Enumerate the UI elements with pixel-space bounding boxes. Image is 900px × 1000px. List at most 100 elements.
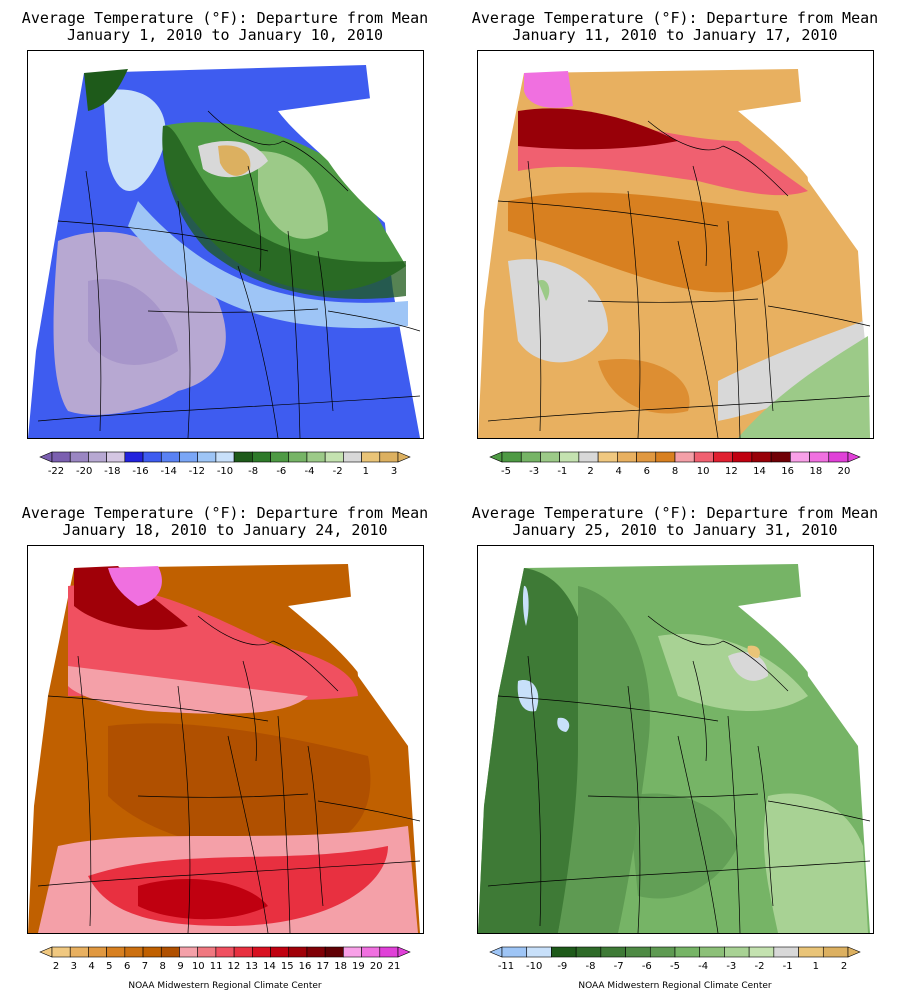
legend-swatch	[69, 946, 89, 958]
shade-orange	[218, 145, 251, 176]
legend-swatch	[88, 451, 107, 463]
shade-purple-dark	[88, 279, 178, 365]
legend-swatch	[649, 946, 676, 958]
legend-tick-label: -18	[104, 466, 120, 477]
legend-tick-label: 20	[838, 466, 851, 477]
legend-arrow-left	[489, 946, 503, 958]
shade-lightblue-3	[522, 585, 529, 626]
shade-mid	[558, 586, 650, 933]
panel-title: Average Temperature (°F): Departure from…	[21, 504, 429, 522]
legend-tick-label: 21	[388, 961, 401, 972]
legend-tick-label: 8	[160, 961, 166, 972]
lake-region	[738, 586, 873, 726]
legend-swatch	[51, 451, 71, 463]
legend-swatch	[179, 946, 198, 958]
legend-tick-label: -9	[557, 961, 567, 972]
legend-swatch	[252, 451, 271, 463]
panel-date-range: January 11, 2010 to January 17, 2010	[512, 26, 838, 44]
legend-svg: -5 -3 -1 2 4 6 8 10 12 14 16 18 20	[489, 451, 861, 477]
legend-tick-label: -4	[698, 961, 708, 972]
legend-swatch	[655, 451, 676, 463]
legend-tick-label: 16	[299, 961, 312, 972]
legend-tick-label: -1	[557, 466, 567, 477]
shade-red-core	[138, 878, 268, 920]
legend-arrow-right	[847, 946, 861, 958]
legend-tick-label: 12	[725, 466, 738, 477]
legend-tick-label: -14	[160, 466, 176, 477]
legend-swatch	[361, 946, 381, 958]
legend-swatch	[160, 451, 180, 463]
shade-orange-dark2	[598, 359, 690, 414]
shade-lightblue	[103, 89, 166, 191]
legend-swatch	[288, 451, 308, 463]
legend-swatch	[713, 451, 733, 463]
color-scale-legend: -11 -10 -9 -8 -7 -6 -5 -4 -3 -2 -1 1 2	[450, 943, 900, 983]
legend-tick-label: 10	[697, 466, 710, 477]
shade-green-dark-edge	[162, 125, 406, 299]
legend-swatch	[770, 451, 791, 463]
legend-swatch	[270, 451, 290, 463]
legend-svg: -22 -20 -18 -16 -14 -12 -10 -8 -6 -4 -2 1 3	[39, 451, 411, 477]
legend-swatch	[828, 451, 849, 463]
shade-gray	[728, 652, 768, 681]
legend-tick-label: -11	[498, 961, 514, 972]
legend-arrow-right	[397, 451, 411, 463]
shade-darkgreen-corner	[84, 69, 128, 111]
state-boundaries	[487, 120, 871, 438]
shade-magenta	[524, 71, 573, 108]
panel-title: Average Temperature (°F): Departure from…	[471, 504, 879, 522]
legend-tick-label: 2	[53, 961, 59, 972]
legend-swatch	[674, 451, 695, 463]
legend-swatch	[597, 451, 618, 463]
shade-magenta	[108, 566, 162, 606]
legend-tick-label: 5	[106, 961, 112, 972]
legend-swatch	[252, 946, 271, 958]
state-boundaries	[487, 615, 871, 933]
legend-swatch	[179, 451, 198, 463]
shade-dark-west	[478, 568, 591, 933]
legend-tick-label: 19	[352, 961, 365, 972]
legend-swatch	[617, 451, 637, 463]
legend-swatch	[233, 451, 253, 463]
legend-swatch	[822, 946, 849, 958]
legend-swatch	[343, 451, 362, 463]
map-panel-jan-18-24: Average Temperature (°F): Departure from…	[0, 495, 450, 995]
color-scale-legend: -5 -3 -1 2 4 6 8 10 12 14 16 18 20	[450, 448, 900, 488]
legend-swatch	[551, 946, 577, 958]
legend-swatch	[693, 451, 714, 463]
temperature-departure-map	[477, 50, 874, 439]
legend-tick-label: 4	[88, 961, 94, 972]
legend-tick-label: 1	[363, 466, 369, 477]
legend-tick-label: 3	[71, 961, 77, 972]
shade-green-light	[258, 151, 328, 239]
legend-swatch	[751, 451, 772, 463]
legend-tick-label: -5	[501, 466, 511, 477]
legend-swatch	[124, 946, 144, 958]
legend-tick-label: 1	[813, 961, 819, 972]
legend-tick-label: 3	[391, 466, 397, 477]
legend-tick-label: 18	[809, 466, 822, 477]
legend-tick-label: -6	[642, 961, 652, 972]
temperature-departure-map	[27, 50, 424, 439]
legend-tick-label: -12	[189, 466, 205, 477]
map-panel-jan-11-17: Average Temperature (°F): Departure from…	[450, 0, 900, 500]
legend-tick-label: -5	[670, 961, 680, 972]
legend-swatch	[773, 946, 799, 958]
legend-swatch	[124, 451, 144, 463]
legend-swatch	[501, 946, 528, 958]
legend-tick-label: -22	[48, 466, 64, 477]
legend-tick-label: 11	[210, 961, 223, 972]
legend-tick-label: -20	[76, 466, 92, 477]
legend-swatch	[215, 946, 235, 958]
legend-swatch	[288, 946, 308, 958]
legend-swatch	[270, 946, 290, 958]
legend-arrow-right	[397, 946, 411, 958]
legend-tick-label: 15	[281, 961, 294, 972]
legend-swatch	[798, 946, 824, 958]
legend-tick-label: 14	[753, 466, 766, 477]
legend-swatch	[540, 451, 560, 463]
legend-svg: -11 -10 -9 -8 -7 -6 -5 -4 -3 -2 -1 1 2	[489, 946, 861, 972]
legend-swatch	[809, 451, 830, 463]
state-boundaries	[37, 110, 421, 438]
legend-swatch	[790, 451, 810, 463]
